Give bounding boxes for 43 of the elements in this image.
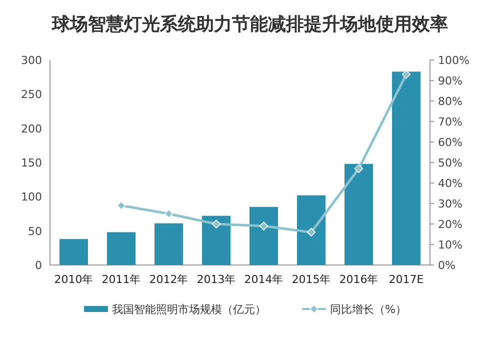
x-tick-label: 2017E xyxy=(388,273,424,286)
y-tick-label: 300 xyxy=(21,54,42,67)
x-tick-label: 2011年 xyxy=(102,273,141,286)
chart-title: 球场智慧灯光系统助力节能减排提升场地使用效率 xyxy=(51,14,448,35)
point xyxy=(259,222,268,230)
bar xyxy=(392,72,420,265)
y2-tick-label: 80% xyxy=(438,95,462,108)
bar xyxy=(154,223,183,265)
y2-tick-label: 40% xyxy=(438,177,462,190)
x-tick-label: 2015年 xyxy=(292,273,331,286)
x-tick-label: 2014年 xyxy=(244,273,284,286)
y-tick-label: 250 xyxy=(21,88,42,102)
legend-label: 同比增长（%） xyxy=(330,303,406,316)
bar xyxy=(107,232,136,265)
bar xyxy=(250,206,278,265)
x-tick-label: 2010年 xyxy=(54,273,94,286)
y2-tick-label: 90% xyxy=(438,74,462,88)
y2-tick-label: 30% xyxy=(438,198,462,210)
y2-tick-label: 70% xyxy=(438,116,462,128)
y-tick-label: 0 xyxy=(35,259,42,272)
point xyxy=(306,228,316,237)
x-tick-label: 2013年 xyxy=(196,273,236,286)
point xyxy=(212,220,221,228)
bar xyxy=(297,195,326,265)
x-tick-label: 2016年 xyxy=(339,273,378,286)
x-tick-label: 2012年 xyxy=(149,273,188,286)
bar xyxy=(344,164,373,265)
y-tick-label: 150 xyxy=(21,156,42,170)
point xyxy=(354,164,364,174)
legend-label: 我国智能照明市场规模（亿元） xyxy=(112,303,266,316)
bar xyxy=(202,216,230,265)
bar xyxy=(60,239,88,265)
y-tick-label: 200 xyxy=(21,122,42,136)
y2-tick-label: 50% xyxy=(438,156,462,170)
point xyxy=(164,209,174,218)
y-tick-label: 50 xyxy=(28,224,42,238)
y2-tick-label: 60% xyxy=(438,136,462,149)
point xyxy=(116,201,126,210)
y2-tick-label: 100% xyxy=(438,54,470,67)
y-tick-label: 100 xyxy=(21,190,42,204)
y2-tick-label: 20% xyxy=(438,218,462,231)
y2-tick-label: 10% xyxy=(438,238,462,252)
y2-tick-label: 0% xyxy=(438,259,456,272)
